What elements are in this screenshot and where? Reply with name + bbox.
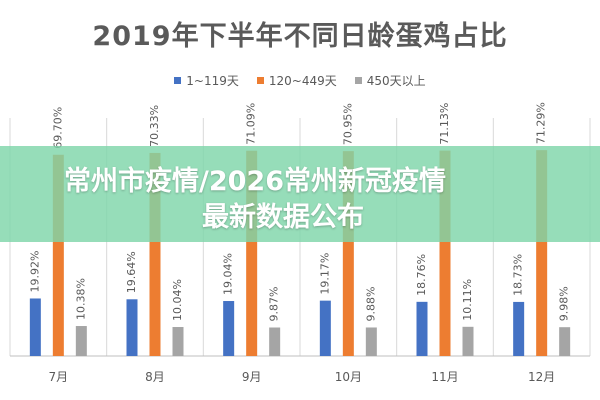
bar-s1-3: [223, 301, 235, 356]
legend-label-1: 1~119天: [186, 74, 239, 88]
legend-swatch-3: [354, 77, 362, 84]
data-label-s1-5: 18.76%: [415, 254, 428, 296]
data-label-s1-2: 19.64%: [125, 251, 138, 293]
data-label-s1-3: 19.04%: [222, 253, 235, 295]
bar-s2-2: [149, 152, 161, 356]
bar-s1-6: [513, 301, 525, 356]
x-tick-label: 10月: [335, 370, 362, 384]
data-label-s2-3: 71.09%: [245, 103, 258, 145]
legend-item-1: 1~119天: [174, 72, 239, 89]
bar-s2-3: [246, 150, 258, 356]
bar-s3-6: [559, 327, 571, 356]
bar-s1-2: [126, 299, 138, 356]
legend-swatch-2: [256, 77, 264, 84]
data-label-s1-1: 19.92%: [28, 251, 41, 293]
bar-s3-5: [462, 326, 474, 356]
data-label-s2-1: 69.70%: [51, 107, 64, 149]
data-label-s3-5: 10.11%: [461, 279, 474, 321]
headline-banner: 常州市疫情/2026常州新冠疫情 最新数据公布: [0, 146, 600, 242]
legend-item-3: 450天以上: [354, 72, 426, 89]
data-label-s2-5: 71.13%: [438, 103, 451, 145]
data-label-s3-4: 9.88%: [364, 287, 377, 322]
bar-s1-5: [416, 301, 428, 356]
bar-s2-6: [536, 150, 548, 356]
headline-line-2: 最新数据公布: [202, 202, 364, 233]
x-tick-label: 11月: [431, 370, 458, 384]
bar-s3-4: [365, 327, 377, 356]
data-label-s2-6: 71.29%: [535, 102, 548, 144]
headline-line-1: 常州市疫情/2026常州新冠疫情: [64, 166, 447, 197]
bar-s3-2: [172, 327, 184, 356]
data-label-s3-2: 10.04%: [171, 279, 184, 321]
legend-label-3: 450天以上: [366, 74, 426, 88]
data-label-s3-6: 9.98%: [558, 286, 571, 321]
bar-s2-1: [52, 154, 64, 356]
data-label-s3-1: 10.38%: [74, 278, 87, 320]
data-label-s2-4: 70.95%: [341, 103, 354, 145]
data-label-s1-4: 19.17%: [318, 253, 331, 295]
data-label-s1-6: 18.73%: [512, 254, 525, 296]
bar-s1-4: [319, 300, 331, 356]
legend-swatch-1: [174, 77, 182, 84]
legend-label-2: 120~449天: [268, 74, 337, 88]
bar-s3-1: [75, 326, 87, 356]
data-label-s3-3: 9.87%: [268, 287, 281, 322]
data-label-s2-2: 70.33%: [148, 105, 161, 147]
x-tick-label: 7月: [49, 370, 69, 384]
chart-legend: 1~119天 120~449天 450天以上: [0, 72, 600, 89]
headline-text: 常州市疫情/2026常州新冠疫情 最新数据公布: [64, 164, 446, 236]
x-tick-label: 12月: [528, 370, 555, 384]
x-tick-label: 8月: [145, 370, 165, 384]
chart-title: 2019年下半年不同日龄蛋鸡占比: [92, 21, 508, 52]
bar-s1-1: [29, 298, 41, 356]
bar-s2-4: [342, 151, 354, 356]
x-tick-label: 9月: [242, 370, 262, 384]
bar-s2-5: [439, 150, 451, 356]
legend-item-2: 120~449天: [256, 72, 337, 89]
bar-s3-3: [269, 327, 281, 356]
